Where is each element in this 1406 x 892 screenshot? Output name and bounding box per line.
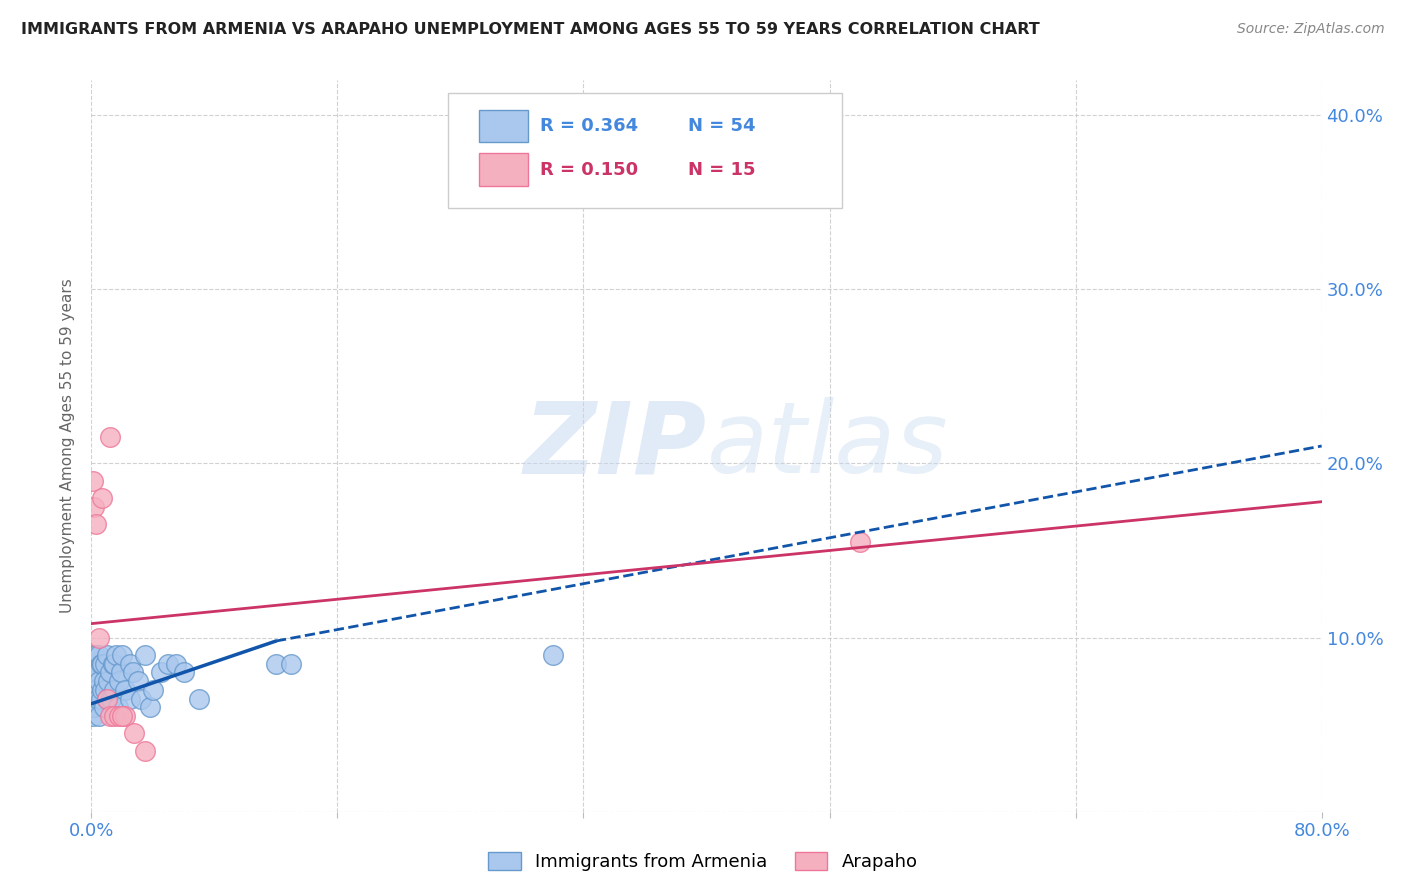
Point — [93, 700, 115, 714]
Point — [101, 657, 124, 671]
Point — [84, 648, 107, 662]
Text: atlas: atlas — [706, 398, 948, 494]
Point — [83, 657, 105, 671]
Point — [188, 691, 211, 706]
Point — [107, 700, 129, 714]
Point — [110, 665, 132, 680]
Point — [134, 648, 156, 662]
Point — [97, 674, 120, 689]
Point — [98, 430, 121, 444]
Point — [157, 657, 180, 671]
Point — [83, 674, 105, 689]
FancyBboxPatch shape — [479, 110, 529, 143]
Point — [94, 682, 117, 697]
Point — [93, 674, 115, 689]
Point — [84, 517, 107, 532]
Point — [100, 691, 122, 706]
Point — [98, 665, 121, 680]
Point — [149, 665, 172, 680]
Point — [96, 691, 118, 706]
Text: Source: ZipAtlas.com: Source: ZipAtlas.com — [1237, 22, 1385, 37]
Text: R = 0.150: R = 0.150 — [540, 161, 638, 178]
FancyBboxPatch shape — [479, 153, 529, 186]
Point — [165, 657, 187, 671]
Point — [103, 657, 125, 671]
Point — [87, 648, 110, 662]
Point — [114, 682, 136, 697]
Point — [173, 665, 195, 680]
Point — [87, 631, 110, 645]
Y-axis label: Unemployment Among Ages 55 to 59 years: Unemployment Among Ages 55 to 59 years — [60, 278, 76, 614]
Text: ZIP: ZIP — [523, 398, 706, 494]
Point — [82, 674, 104, 689]
Point — [90, 657, 112, 671]
FancyBboxPatch shape — [449, 93, 842, 209]
Text: R = 0.364: R = 0.364 — [540, 117, 638, 135]
Point — [103, 709, 125, 723]
Legend: Immigrants from Armenia, Arapaho: Immigrants from Armenia, Arapaho — [481, 845, 925, 879]
Point — [103, 682, 125, 697]
Point — [264, 657, 287, 671]
Point — [83, 682, 105, 697]
Point — [82, 709, 104, 723]
Point — [111, 709, 134, 723]
Point — [84, 665, 107, 680]
Point — [87, 709, 110, 723]
Point — [83, 500, 105, 514]
Point — [114, 709, 136, 723]
Point — [96, 691, 118, 706]
Text: N = 15: N = 15 — [688, 161, 755, 178]
Point — [105, 648, 127, 662]
Point — [849, 534, 872, 549]
Point — [82, 474, 104, 488]
Point — [82, 691, 104, 706]
Point — [91, 657, 114, 671]
Point — [134, 744, 156, 758]
Point — [94, 657, 117, 671]
Text: N = 54: N = 54 — [688, 117, 755, 135]
Point — [139, 700, 162, 714]
Point — [129, 691, 152, 706]
Point — [90, 691, 112, 706]
Point — [124, 726, 146, 740]
Point — [87, 674, 110, 689]
Point — [118, 691, 141, 706]
Point — [118, 657, 141, 671]
Point — [86, 691, 108, 706]
Point — [142, 682, 165, 697]
Point — [83, 648, 105, 662]
Point — [98, 709, 121, 723]
Point — [86, 665, 108, 680]
Point — [108, 674, 131, 689]
Point — [541, 648, 564, 662]
Point — [91, 682, 114, 697]
Point — [96, 648, 118, 662]
Point — [280, 657, 302, 671]
Point — [91, 491, 114, 506]
Point — [111, 648, 134, 662]
Point — [122, 665, 145, 680]
Point — [127, 674, 149, 689]
Point — [108, 709, 131, 723]
Text: IMMIGRANTS FROM ARMENIA VS ARAPAHO UNEMPLOYMENT AMONG AGES 55 TO 59 YEARS CORREL: IMMIGRANTS FROM ARMENIA VS ARAPAHO UNEMP… — [21, 22, 1040, 37]
Point — [84, 682, 107, 697]
Point — [83, 700, 105, 714]
